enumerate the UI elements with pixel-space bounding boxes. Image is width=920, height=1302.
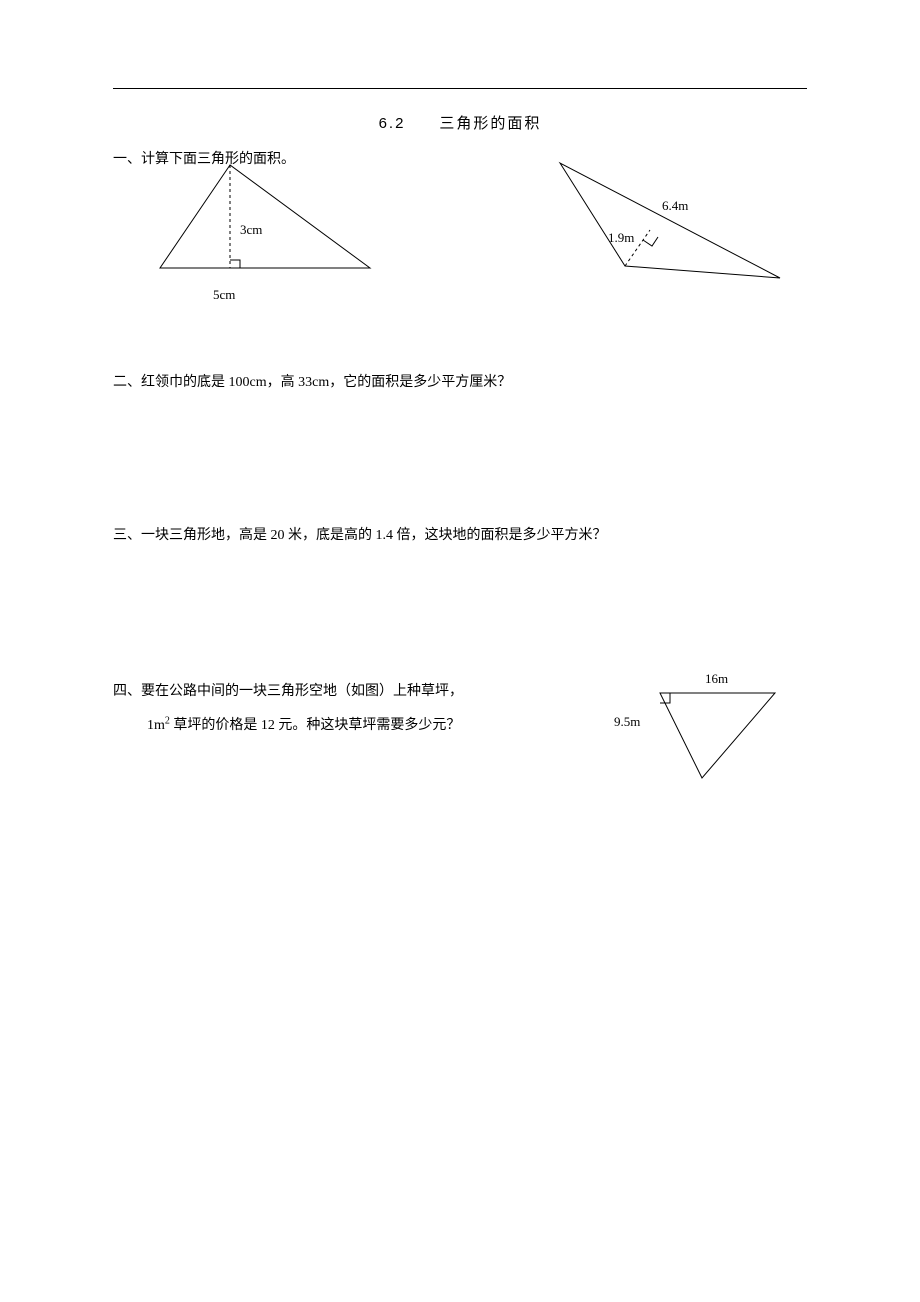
q2-prompt: 二、红领巾的底是 100cm，高 33cm，它的面积是多少平方厘米？ [113, 371, 511, 391]
q4-figure [650, 688, 780, 783]
lesson-title: 6.2 三角形的面积 [0, 112, 920, 133]
q1-fig2-side-label: 6.4m [662, 198, 688, 214]
q1-figure-1 [150, 160, 380, 280]
q4-prompt-line2: 1m2 草坪的价格是 12 元。种这块草坪需要多少元？ [147, 714, 460, 734]
q4-line2-pre: 1m [147, 718, 165, 733]
q1-figure-2 [550, 158, 790, 288]
q4-fig-side-label: 9.5m [614, 714, 640, 730]
q4-line2-post: 草坪的价格是 12 元。种这块草坪需要多少元？ [170, 718, 461, 733]
q1-fig1-height-label: 3cm [240, 222, 262, 238]
q4-prompt-line1: 四、要在公路中间的一块三角形空地（如图）上种草坪， [113, 680, 463, 700]
header-rule [113, 88, 807, 89]
q1-fig1-base-label: 5cm [213, 287, 235, 303]
q1-fig2-height-label: 1.9m [608, 230, 634, 246]
q4-fig-top-label: 16m [705, 671, 728, 687]
q3-prompt: 三、一块三角形地，高是 20 米，底是高的 1.4 倍，这块地的面积是多少平方米… [113, 524, 607, 544]
